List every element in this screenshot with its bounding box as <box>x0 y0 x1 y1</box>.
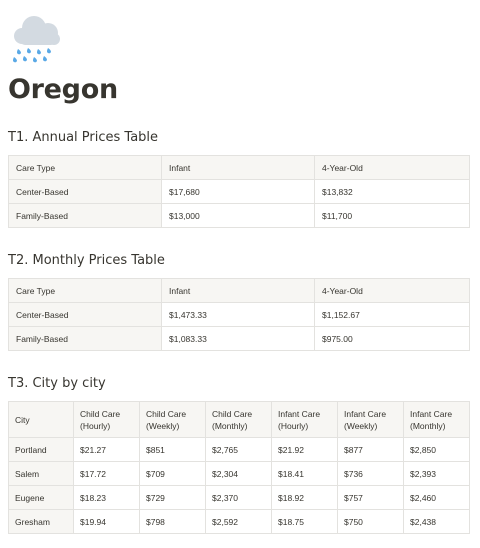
table-cell[interactable]: $736 <box>337 461 404 486</box>
table-header-cell[interactable]: 4-Year-Old <box>314 278 470 303</box>
monthly-prices-heading: T2. Monthly Prices Table <box>8 253 165 268</box>
table-cell[interactable]: Salem <box>8 461 74 486</box>
table-cell[interactable]: $17.72 <box>73 461 140 486</box>
table-header-cell[interactable]: Child Care (Weekly) <box>139 401 206 438</box>
table-cell[interactable]: $21.27 <box>73 437 140 462</box>
table-cell[interactable]: $18.92 <box>271 485 338 510</box>
table-cell[interactable]: $709 <box>139 461 206 486</box>
annual-prices-table: Care Type Infant 4-Year-Old Center-Based… <box>8 155 470 228</box>
table-cell[interactable]: Family-Based <box>8 326 162 351</box>
table-header-row: City Child Care (Hourly) Child Care (Wee… <box>8 401 470 438</box>
table-cell[interactable]: $18.41 <box>271 461 338 486</box>
table-cell[interactable]: $877 <box>337 437 404 462</box>
table-cell[interactable]: Eugene <box>8 485 74 510</box>
table-header-cell[interactable]: Child Care (Monthly) <box>205 401 272 438</box>
table-header-cell[interactable]: Infant Care (Hourly) <box>271 401 338 438</box>
table-header-cell[interactable]: Care Type <box>8 155 162 180</box>
monthly-prices-table: Care Type Infant 4-Year-Old Center-Based… <box>8 278 470 351</box>
table-cell[interactable]: $975.00 <box>314 326 470 351</box>
table-cell[interactable]: $1,083.33 <box>161 326 315 351</box>
table-header-cell[interactable]: Infant <box>161 155 315 180</box>
table-header-cell[interactable]: 4-Year-Old <box>314 155 470 180</box>
city-by-city-heading: T3. City by city <box>8 376 106 391</box>
page-title: Oregon <box>8 74 118 105</box>
table-cell[interactable]: Family-Based <box>8 203 162 228</box>
rain-cloud-icon[interactable] <box>8 8 64 64</box>
table-cell[interactable]: $21.92 <box>271 437 338 462</box>
table-cell[interactable]: Center-Based <box>8 179 162 204</box>
table-cell[interactable]: $729 <box>139 485 206 510</box>
table-cell[interactable]: $18.23 <box>73 485 140 510</box>
table-row: Portland $21.27 $851 $2,765 $21.92 $877 … <box>8 437 470 462</box>
table-row: Family-Based $1,083.33 $975.00 <box>8 326 470 351</box>
table-cell[interactable]: $757 <box>337 485 404 510</box>
table-cell[interactable]: $13,000 <box>161 203 315 228</box>
table-row: Gresham $19.94 $798 $2,592 $18.75 $750 $… <box>8 509 470 534</box>
table-cell[interactable]: $19.94 <box>73 509 140 534</box>
table-cell[interactable]: $2,393 <box>403 461 470 486</box>
table-cell[interactable]: $2,850 <box>403 437 470 462</box>
table-cell[interactable]: $18.75 <box>271 509 338 534</box>
table-row: Family-Based $13,000 $11,700 <box>8 203 470 228</box>
table-cell[interactable]: $13,832 <box>314 179 470 204</box>
table-cell[interactable]: $2,438 <box>403 509 470 534</box>
table-header-cell[interactable]: Infant Care (Weekly) <box>337 401 404 438</box>
table-cell[interactable]: Gresham <box>8 509 74 534</box>
table-header-cell[interactable]: Infant Care (Monthly) <box>403 401 470 438</box>
table-cell[interactable]: $2,460 <box>403 485 470 510</box>
table-cell[interactable]: $1,152.67 <box>314 302 470 327</box>
table-header-row: Care Type Infant 4-Year-Old <box>8 155 470 180</box>
table-header-row: Care Type Infant 4-Year-Old <box>8 278 470 303</box>
table-header-cell[interactable]: Care Type <box>8 278 162 303</box>
table-cell[interactable]: $17,680 <box>161 179 315 204</box>
table-header-cell[interactable]: Infant <box>161 278 315 303</box>
table-row: Salem $17.72 $709 $2,304 $18.41 $736 $2,… <box>8 461 470 486</box>
table-cell[interactable]: $851 <box>139 437 206 462</box>
table-header-cell[interactable]: City <box>8 401 74 438</box>
table-row: Center-Based $1,473.33 $1,152.67 <box>8 302 470 327</box>
table-cell[interactable]: $750 <box>337 509 404 534</box>
table-cell[interactable]: $11,700 <box>314 203 470 228</box>
table-cell[interactable]: $2,592 <box>205 509 272 534</box>
table-cell[interactable]: $1,473.33 <box>161 302 315 327</box>
table-row: Eugene $18.23 $729 $2,370 $18.92 $757 $2… <box>8 485 470 510</box>
table-cell[interactable]: $2,765 <box>205 437 272 462</box>
table-cell[interactable]: Portland <box>8 437 74 462</box>
table-row: Center-Based $17,680 $13,832 <box>8 179 470 204</box>
table-header-cell[interactable]: Child Care (Hourly) <box>73 401 140 438</box>
city-by-city-table: City Child Care (Hourly) Child Care (Wee… <box>8 401 470 534</box>
table-cell[interactable]: $798 <box>139 509 206 534</box>
annual-prices-heading: T1. Annual Prices Table <box>8 130 159 145</box>
table-cell[interactable]: $2,370 <box>205 485 272 510</box>
table-cell[interactable]: Center-Based <box>8 302 162 327</box>
table-cell[interactable]: $2,304 <box>205 461 272 486</box>
